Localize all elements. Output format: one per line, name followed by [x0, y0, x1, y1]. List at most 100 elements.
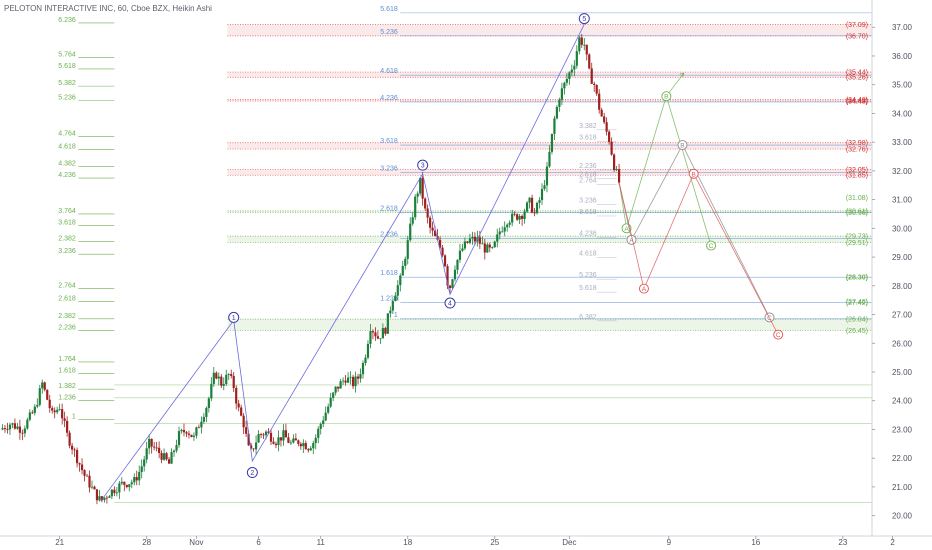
fib-blue-level-label: 4.618 — [380, 68, 398, 75]
candle-body — [125, 484, 128, 488]
candle-body — [143, 459, 146, 467]
price-level-label: (32.05) — [846, 167, 868, 174]
candle-body — [578, 37, 581, 52]
candle-body — [588, 54, 591, 69]
candle-body — [364, 357, 367, 364]
candle-body — [610, 141, 613, 155]
candle-body — [200, 421, 203, 428]
candle-body — [441, 247, 444, 256]
price-level-label: (35.44) — [846, 70, 868, 77]
candle-body — [511, 213, 514, 223]
candle-body — [394, 295, 397, 302]
price-tick-label: 21.00 — [892, 483, 913, 492]
candle-body — [603, 116, 606, 123]
fib-blue-level-label: 1 — [394, 312, 398, 319]
candle-body — [128, 484, 131, 488]
time-axis[interactable]: 21 28 Nov 6 11 18 25 Dec 9 16 23 2 — [0, 535, 932, 547]
candle-body — [312, 442, 315, 449]
candle-body — [371, 331, 375, 333]
candle-body — [329, 397, 332, 407]
price-tick-label: 28.00 — [892, 282, 913, 291]
candle-body — [103, 497, 106, 501]
price-tick-label: 37.00 — [892, 23, 913, 32]
fib-green-level-label: 3.236 — [58, 248, 76, 255]
fib-green-level-label: 1.764 — [58, 356, 76, 363]
candle-body — [66, 420, 69, 433]
candle-body — [426, 208, 429, 218]
candle-body — [158, 447, 161, 453]
candle-body — [254, 442, 258, 450]
candle-layer — [1, 33, 621, 505]
candle-body — [309, 448, 312, 451]
candle-body — [535, 202, 539, 214]
candle-body — [481, 243, 484, 245]
candle-body — [192, 435, 196, 437]
candle-body — [6, 429, 9, 430]
candle-body — [573, 65, 576, 70]
candle-body — [583, 44, 586, 46]
price-tick-label: 33.00 — [892, 138, 913, 147]
candle-body — [110, 489, 113, 497]
projection-circle — [773, 329, 784, 340]
candle-body — [123, 481, 126, 485]
time-tick-label: 25 — [490, 538, 499, 547]
fib-faint-level-label: 4.618 — [579, 251, 597, 258]
candle-body — [78, 463, 81, 465]
time-tick-label: 6 — [256, 538, 261, 547]
price-label-layer: (37.09) (36.70) (35.44)(35.26) (34.48)(34.4… — [846, 22, 868, 335]
candle-body — [33, 406, 36, 413]
candle-body — [501, 231, 504, 233]
candle-body — [570, 69, 573, 73]
price-level-label: (30.56) — [846, 210, 868, 217]
candle-body — [217, 376, 220, 379]
price-level-label: (27.46) — [846, 299, 868, 306]
candle-body — [538, 200, 541, 203]
candle-body — [565, 78, 568, 83]
wave-label: 4 — [448, 301, 452, 308]
candle-body — [145, 448, 148, 460]
candle-body — [13, 423, 17, 429]
price-axis[interactable]: 37.00 36.00 35.00 34.00 33.00 32.00 31.00 30.00… — [871, 0, 932, 550]
fib-green-level-label: 2.382 — [58, 313, 76, 320]
candle-body — [205, 408, 208, 417]
candle-body — [190, 434, 193, 437]
candle-body — [130, 482, 133, 485]
candle-body — [90, 486, 94, 488]
fib-green-level-label: 3.764 — [58, 208, 76, 215]
price-tick-label: 26.00 — [892, 339, 913, 348]
candle-body — [525, 202, 529, 212]
candle-body — [446, 266, 449, 286]
candle-body — [115, 492, 118, 494]
projection-label: B — [680, 143, 684, 150]
candle-body — [424, 198, 427, 209]
candle-body — [100, 496, 104, 501]
wave-label: 3 — [421, 163, 425, 170]
candle-body — [177, 431, 181, 446]
candle-body — [1, 428, 4, 430]
fib-blue-level-label: 2.236 — [380, 231, 398, 238]
candle-body — [259, 434, 263, 435]
price-axis-background — [872, 0, 932, 550]
candle-body — [411, 217, 414, 224]
candle-body — [212, 372, 215, 384]
candle-body — [617, 169, 621, 183]
candle-body — [93, 486, 96, 490]
candle-body — [245, 427, 248, 434]
candle-body — [421, 177, 424, 199]
price-level-label: (32.76) — [846, 147, 868, 154]
projection-green-path — [618, 94, 712, 246]
candle-body — [118, 483, 121, 493]
price-tick-label: 36.00 — [892, 52, 913, 61]
candle-body — [38, 388, 41, 405]
candle-body — [349, 376, 352, 378]
candle-body — [568, 72, 571, 79]
candle-body — [595, 84, 598, 94]
fib-green-level-label: 3.618 — [58, 219, 76, 226]
candle-body — [598, 93, 601, 110]
wave-circle — [578, 13, 590, 25]
fib-green-level-label: 4.382 — [58, 161, 76, 168]
candle-body — [133, 477, 136, 483]
fib-blue-level-label: 3.618 — [380, 138, 398, 145]
projection-label: C — [776, 332, 781, 339]
